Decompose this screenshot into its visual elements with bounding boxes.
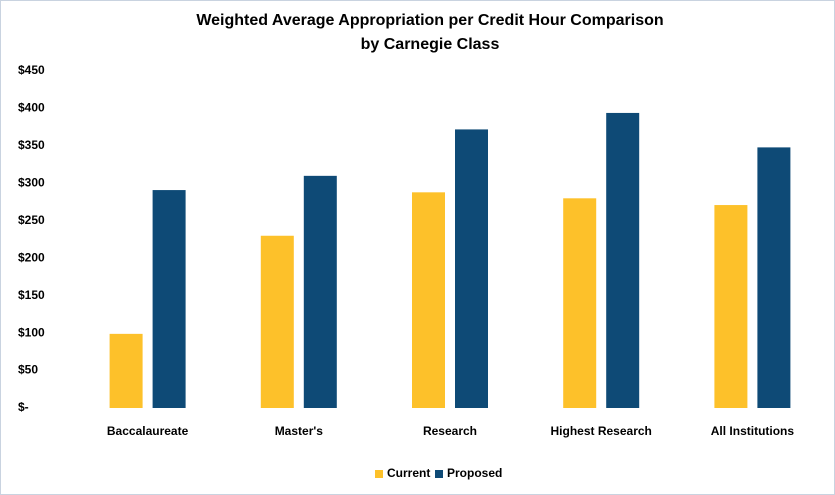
bar [714,205,748,408]
bar [303,175,337,408]
bar [455,129,488,408]
y-tick-label: $50 [18,363,38,377]
x-tick-label: Highest Research [551,424,652,438]
legend-label: Current [387,466,430,480]
y-tick-label: $450 [18,63,45,77]
bar [563,198,597,408]
y-tick-label: $400 [18,101,45,115]
legend-swatch [435,470,443,478]
y-tick-label: $150 [18,288,45,302]
bar [152,190,186,408]
bar [606,112,640,408]
y-tick-label: $100 [18,325,45,339]
x-tick-label: Master's [275,424,324,438]
x-tick-label: Baccalaureate [107,424,189,438]
x-tick-label: Research [423,424,477,438]
x-tick-label: All Institutions [711,424,795,438]
y-tick-label: $300 [18,176,45,190]
bar [109,333,143,408]
y-tick-label: $250 [18,213,45,227]
y-tick-label: $200 [18,250,45,264]
bar [260,235,294,408]
legend-label: Proposed [447,466,502,480]
bar [412,192,445,408]
y-tick-label: $350 [18,138,45,152]
y-tick-label: $- [18,400,29,414]
chart-title: by Carnegie Class [361,36,500,53]
legend-swatch [375,470,383,478]
bar [757,147,791,409]
chart-title: Weighted Average Appropriation per Credi… [196,12,663,29]
